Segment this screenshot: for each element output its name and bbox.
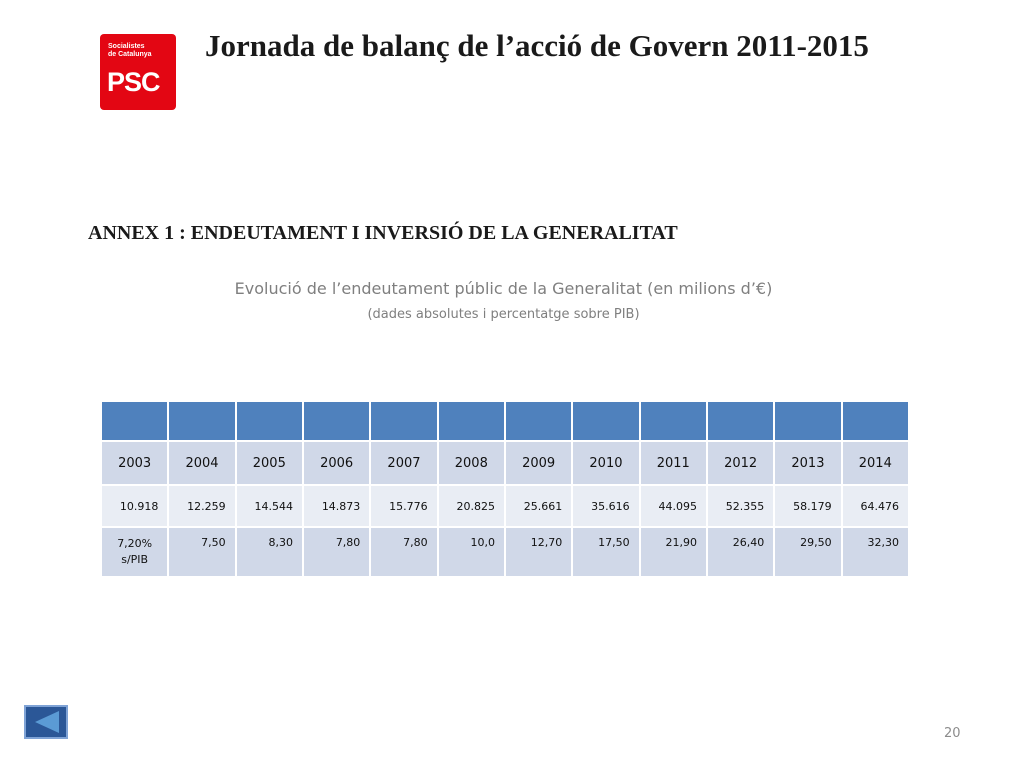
table-note: (dades absolutes i percentatge sobre PIB… bbox=[367, 307, 640, 322]
header-cell bbox=[436, 400, 506, 442]
year-cell: 2006 bbox=[301, 440, 372, 486]
absolute-cell: 58.179 bbox=[773, 484, 843, 528]
absolute-cell: 20.825 bbox=[436, 484, 506, 528]
year-cell: 2005 bbox=[234, 440, 304, 486]
header-cell bbox=[234, 400, 304, 442]
header-cell bbox=[571, 400, 641, 442]
absolute-cell: 12.259 bbox=[167, 484, 237, 528]
years-row: 2003 2004 2005 2006 2007 2008 2009 2010 … bbox=[99, 440, 911, 486]
absolute-cell: 44.095 bbox=[638, 484, 708, 528]
slide-title: Jornada de balanç de l’acció de Govern 2… bbox=[205, 28, 869, 63]
header-cell bbox=[369, 400, 439, 442]
table-header-row bbox=[99, 400, 911, 442]
year-cell: 2004 bbox=[167, 440, 237, 486]
header-cell bbox=[638, 400, 708, 442]
year-cell: 2003 bbox=[99, 440, 170, 486]
header-cell bbox=[503, 400, 574, 442]
percent-cell: 7,80 bbox=[369, 526, 439, 578]
header-cell bbox=[840, 400, 911, 442]
back-arrow-icon bbox=[35, 711, 59, 733]
absolute-cell: 52.355 bbox=[705, 484, 776, 528]
percent-cell: 26,40 bbox=[705, 526, 776, 578]
header-cell bbox=[773, 400, 843, 442]
percent-cell: 21,90 bbox=[638, 526, 708, 578]
absolute-cell: 14.873 bbox=[301, 484, 372, 528]
header-cell bbox=[705, 400, 776, 442]
absolute-debt-row: 10.918 12.259 14.544 14.873 15.776 20.82… bbox=[99, 484, 911, 528]
percent-first-line2: s/PIB bbox=[121, 553, 149, 566]
psc-logo: Socialistes de Catalunya PSC bbox=[100, 34, 176, 110]
year-cell: 2009 bbox=[503, 440, 574, 486]
annex-heading: ANNEX 1 : ENDEUTAMENT I INVERSIÓ DE LA G… bbox=[88, 222, 678, 244]
header-cell bbox=[99, 400, 170, 442]
percent-cell: 7,20% s/PIB bbox=[99, 526, 170, 578]
year-cell: 2008 bbox=[436, 440, 506, 486]
debt-table: 2003 2004 2005 2006 2007 2008 2009 2010 … bbox=[99, 400, 911, 578]
percent-gdp-row: 7,20% s/PIB 7,50 8,30 7,80 7,80 10,0 12,… bbox=[99, 526, 911, 578]
back-button[interactable] bbox=[24, 705, 68, 739]
header-cell bbox=[301, 400, 372, 442]
absolute-cell: 64.476 bbox=[840, 484, 911, 528]
year-cell: 2007 bbox=[369, 440, 439, 486]
percent-first-line1: 7,20% bbox=[117, 537, 153, 550]
percent-cell: 8,30 bbox=[234, 526, 304, 578]
logo-line1: Socialistes bbox=[108, 43, 145, 50]
absolute-cell: 10.918 bbox=[99, 484, 170, 528]
logo-mark: PSC bbox=[107, 67, 161, 97]
header-cell bbox=[167, 400, 237, 442]
percent-cell: 12,70 bbox=[503, 526, 574, 578]
absolute-cell: 35.616 bbox=[571, 484, 641, 528]
percent-cell: 7,80 bbox=[301, 526, 372, 578]
year-cell: 2013 bbox=[773, 440, 843, 486]
percent-cell: 32,30 bbox=[840, 526, 911, 578]
percent-cell: 10,0 bbox=[436, 526, 506, 578]
table-subtitle: Evolució de l’endeutament públic de la G… bbox=[234, 279, 773, 298]
percent-cell: 7,50 bbox=[167, 526, 237, 578]
year-cell: 2014 bbox=[840, 440, 911, 486]
percent-cell: 17,50 bbox=[571, 526, 641, 578]
year-cell: 2012 bbox=[705, 440, 776, 486]
logo-text: Socialistes de Catalunya bbox=[108, 43, 152, 59]
absolute-cell: 25.661 bbox=[503, 484, 574, 528]
year-cell: 2011 bbox=[638, 440, 708, 486]
absolute-cell: 15.776 bbox=[369, 484, 439, 528]
year-cell: 2010 bbox=[571, 440, 641, 486]
absolute-cell: 14.544 bbox=[234, 484, 304, 528]
logo-line2: de Catalunya bbox=[108, 51, 152, 58]
page-number: 20 bbox=[944, 726, 961, 741]
percent-cell: 29,50 bbox=[773, 526, 843, 578]
